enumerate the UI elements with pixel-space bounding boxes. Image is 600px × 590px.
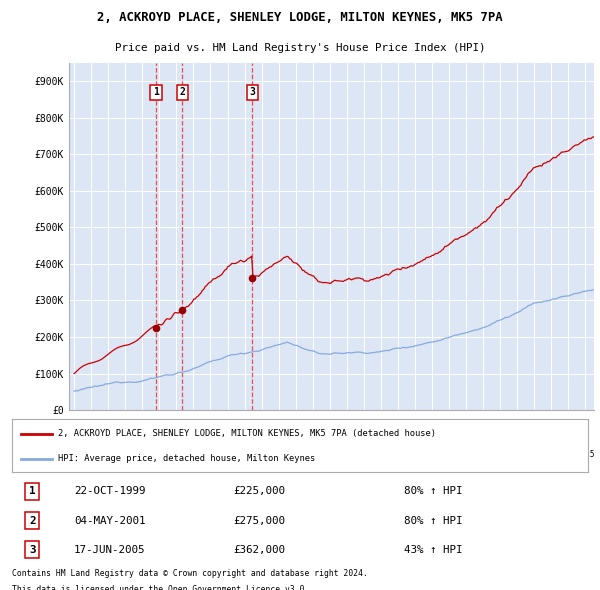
Text: 01: 01 (172, 430, 181, 439)
Text: 23: 23 (547, 430, 556, 439)
Text: 05: 05 (240, 430, 249, 439)
Text: 14: 14 (394, 430, 403, 439)
Text: 10: 10 (325, 430, 334, 439)
Text: 1995: 1995 (65, 450, 83, 459)
Text: 2: 2 (179, 87, 185, 97)
Text: 2017: 2017 (440, 450, 458, 459)
Text: 1997: 1997 (99, 450, 118, 459)
Text: 03: 03 (206, 430, 215, 439)
Text: 04: 04 (223, 430, 232, 439)
Text: 96: 96 (86, 430, 96, 439)
Text: 07: 07 (274, 430, 283, 439)
Text: 80% ↑ HPI: 80% ↑ HPI (404, 516, 462, 526)
Text: 18: 18 (461, 430, 471, 439)
Text: 15: 15 (410, 430, 419, 439)
Text: Price paid vs. HM Land Registry's House Price Index (HPI): Price paid vs. HM Land Registry's House … (115, 43, 485, 53)
Text: 13: 13 (376, 430, 386, 439)
Text: 2018: 2018 (457, 450, 475, 459)
Text: £225,000: £225,000 (233, 486, 286, 496)
Text: 2000: 2000 (150, 450, 169, 459)
Text: 08: 08 (291, 430, 301, 439)
Text: 00: 00 (155, 430, 164, 439)
Text: 95: 95 (70, 430, 79, 439)
Text: 2003: 2003 (201, 450, 220, 459)
Text: 2013: 2013 (371, 450, 390, 459)
Text: 2, ACKROYD PLACE, SHENLEY LODGE, MILTON KEYNES, MK5 7PA (detached house): 2, ACKROYD PLACE, SHENLEY LODGE, MILTON … (58, 430, 436, 438)
Text: 99: 99 (137, 430, 147, 439)
Text: 1: 1 (153, 87, 159, 97)
Text: 2: 2 (29, 516, 35, 526)
Text: 2025: 2025 (576, 450, 595, 459)
Text: 2023: 2023 (542, 450, 560, 459)
Text: 2020: 2020 (491, 450, 509, 459)
Text: 2004: 2004 (218, 450, 237, 459)
Text: 22-OCT-1999: 22-OCT-1999 (74, 486, 146, 496)
Text: 3: 3 (250, 87, 256, 97)
Text: 11: 11 (342, 430, 352, 439)
Text: 2010: 2010 (320, 450, 339, 459)
Text: 16: 16 (427, 430, 437, 439)
Text: 17: 17 (445, 430, 454, 439)
Text: 2006: 2006 (253, 450, 271, 459)
Text: 2019: 2019 (474, 450, 493, 459)
Text: 2002: 2002 (184, 450, 203, 459)
Text: 25: 25 (581, 430, 590, 439)
Text: Contains HM Land Registry data © Crown copyright and database right 2024.: Contains HM Land Registry data © Crown c… (12, 569, 368, 578)
Text: 80% ↑ HPI: 80% ↑ HPI (404, 486, 462, 496)
Text: 2024: 2024 (559, 450, 578, 459)
Text: HPI: Average price, detached house, Milton Keynes: HPI: Average price, detached house, Milt… (58, 454, 316, 463)
Text: 2008: 2008 (286, 450, 305, 459)
Text: This data is licensed under the Open Government Licence v3.0.: This data is licensed under the Open Gov… (12, 585, 310, 590)
Text: 02: 02 (189, 430, 198, 439)
Text: 19: 19 (479, 430, 488, 439)
Text: 2012: 2012 (355, 450, 373, 459)
Text: 97: 97 (104, 430, 113, 439)
Text: 2022: 2022 (525, 450, 544, 459)
Text: 2021: 2021 (508, 450, 527, 459)
Text: 2007: 2007 (269, 450, 288, 459)
Text: £362,000: £362,000 (233, 545, 286, 555)
Text: 2011: 2011 (338, 450, 356, 459)
Text: 04-MAY-2001: 04-MAY-2001 (74, 516, 146, 526)
Text: 3: 3 (29, 545, 35, 555)
Text: 2015: 2015 (406, 450, 424, 459)
Text: 2, ACKROYD PLACE, SHENLEY LODGE, MILTON KEYNES, MK5 7PA: 2, ACKROYD PLACE, SHENLEY LODGE, MILTON … (97, 11, 503, 24)
Text: 09: 09 (308, 430, 317, 439)
Text: 1999: 1999 (133, 450, 152, 459)
Text: 2014: 2014 (389, 450, 407, 459)
Text: 43% ↑ HPI: 43% ↑ HPI (404, 545, 462, 555)
Text: 12: 12 (359, 430, 368, 439)
Text: 06: 06 (257, 430, 266, 439)
Text: 2009: 2009 (304, 450, 322, 459)
Text: 20: 20 (496, 430, 505, 439)
Text: 2001: 2001 (167, 450, 185, 459)
Text: 1998: 1998 (116, 450, 134, 459)
Text: 2016: 2016 (423, 450, 442, 459)
Text: 17-JUN-2005: 17-JUN-2005 (74, 545, 146, 555)
Text: 22: 22 (530, 430, 539, 439)
Text: 1: 1 (29, 486, 35, 496)
Text: 24: 24 (564, 430, 573, 439)
Text: 2005: 2005 (235, 450, 254, 459)
Text: 98: 98 (121, 430, 130, 439)
Text: £275,000: £275,000 (233, 516, 286, 526)
Text: 21: 21 (512, 430, 522, 439)
Text: 1996: 1996 (82, 450, 100, 459)
